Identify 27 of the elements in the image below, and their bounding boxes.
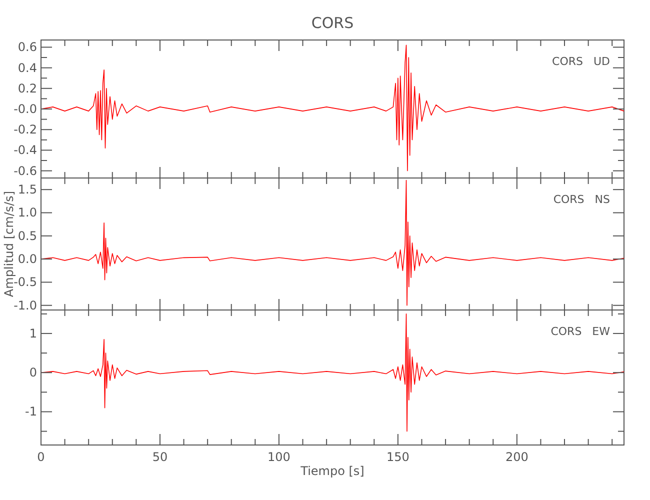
y-tick-label: 0.5: [18, 228, 37, 243]
y-tick-label: 0: [29, 366, 37, 380]
y-tick-label: 1: [29, 326, 37, 340]
y-tick-label: -0.6: [14, 164, 37, 178]
line-series: [40, 44, 624, 172]
x-tick-label: 100: [268, 450, 290, 464]
y-tick-label: -0.0: [14, 102, 37, 116]
y-tick-label: -0.4: [14, 143, 37, 158]
y-tick-label: -0.2: [14, 122, 37, 137]
y-tick-label: -1.0: [14, 298, 37, 312]
y-axis-title: Amplitud [cm/s/s]: [2, 190, 16, 298]
y-tick-label: 0.2: [18, 81, 37, 96]
annotation: CORS EW: [550, 325, 610, 338]
chart-title: CORS: [311, 14, 354, 32]
y-tick-label: 0.4: [18, 60, 37, 75]
y-tick-label: 1.0: [18, 206, 37, 220]
y-tick-label: 0.6: [18, 40, 37, 54]
y-tick-label: 1.5: [18, 182, 37, 197]
annotation: CORS NS: [553, 193, 610, 206]
x-tick-label: 200: [505, 450, 528, 464]
x-axis-title: Tiempo [s]: [300, 464, 364, 478]
annotation: CORS UD: [552, 55, 610, 68]
y-tick-label: -0.5: [14, 275, 37, 290]
x-tick-label: 150: [386, 450, 410, 464]
x-tick-label: 50: [152, 450, 168, 464]
y-tick-label: -1: [25, 404, 37, 419]
y-tick-label: 0.0: [18, 252, 37, 266]
